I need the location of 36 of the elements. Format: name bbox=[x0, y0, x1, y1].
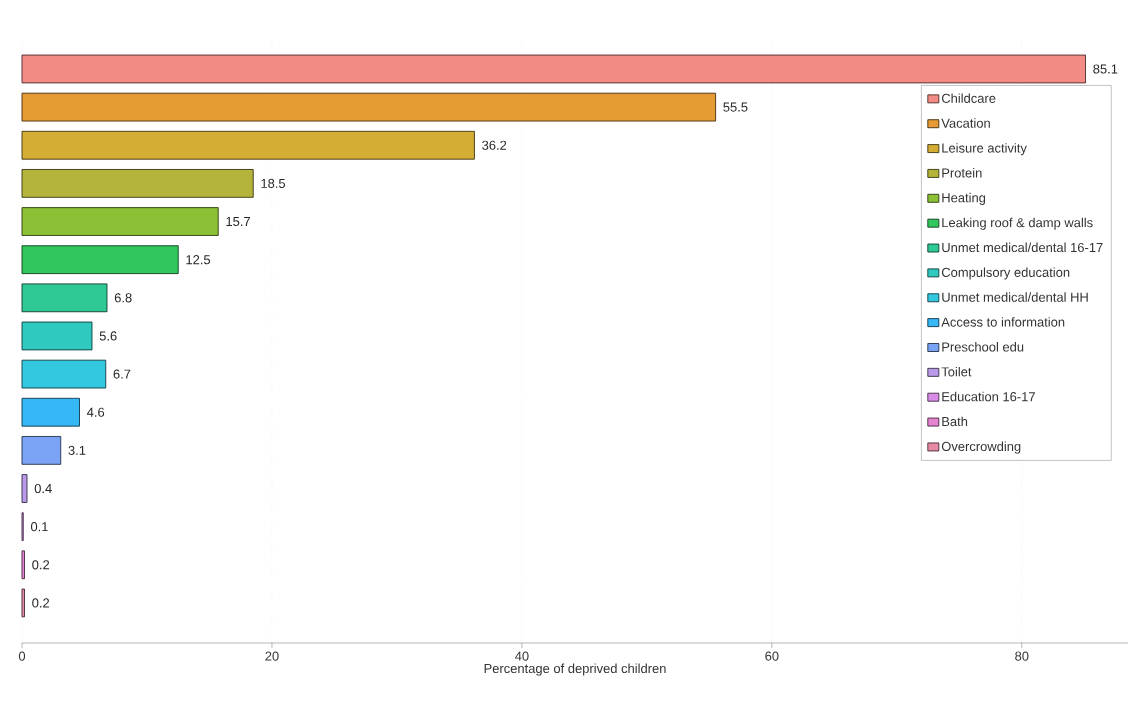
data-label: 18.5 bbox=[261, 178, 286, 188]
data-label: 15.7 bbox=[226, 217, 250, 227]
x-tick-label: 20 bbox=[265, 651, 279, 661]
data-label: 4.6 bbox=[86, 407, 105, 417]
legend-label: Vacation bbox=[941, 118, 990, 128]
data-label: 0.2 bbox=[32, 560, 50, 570]
data-label: 3.1 bbox=[68, 445, 86, 455]
data-label: 6.7 bbox=[113, 369, 131, 379]
legend-label: Leaking roof & damp walls bbox=[942, 217, 1093, 230]
x-tick-label: 80 bbox=[1015, 651, 1029, 661]
legend-label: Preschool edu bbox=[942, 342, 1024, 352]
x-tick-label: 0 bbox=[18, 651, 26, 661]
x-tick-label: 60 bbox=[765, 651, 779, 661]
data-label: 0.4 bbox=[34, 483, 52, 494]
data-label: 5.6 bbox=[99, 331, 117, 341]
x-tick-label: 40 bbox=[515, 651, 529, 661]
legend-label: Compulsory education bbox=[941, 267, 1070, 280]
data-label: 85.1 bbox=[1093, 64, 1118, 74]
data-label: 55.5 bbox=[723, 102, 748, 112]
x-axis-title: Percentage of deprived children bbox=[484, 663, 666, 676]
legend-label: Protein bbox=[942, 167, 982, 178]
legend-label: Unmet medical/dental 16-17 bbox=[942, 242, 1103, 253]
legend-label: Education 16-17 bbox=[942, 391, 1035, 402]
legend-label: Overcrowding bbox=[941, 441, 1021, 454]
legend-label: Leisure activity bbox=[942, 143, 1027, 156]
data-label: 6.8 bbox=[114, 293, 132, 303]
legend-label: Unmet medical/dental HH bbox=[942, 292, 1088, 302]
legend-label: Heating bbox=[942, 192, 986, 205]
data-label: 36.2 bbox=[482, 140, 507, 150]
data-label: 12.5 bbox=[186, 255, 211, 265]
legend-label: Toilet bbox=[941, 366, 972, 377]
data-label: 0.2 bbox=[32, 598, 50, 608]
legend-label: Access to information bbox=[941, 317, 1065, 327]
legend-label: Childcare bbox=[941, 93, 996, 103]
legend-label: Bath bbox=[942, 416, 968, 427]
data-label: 0.1 bbox=[30, 522, 48, 532]
